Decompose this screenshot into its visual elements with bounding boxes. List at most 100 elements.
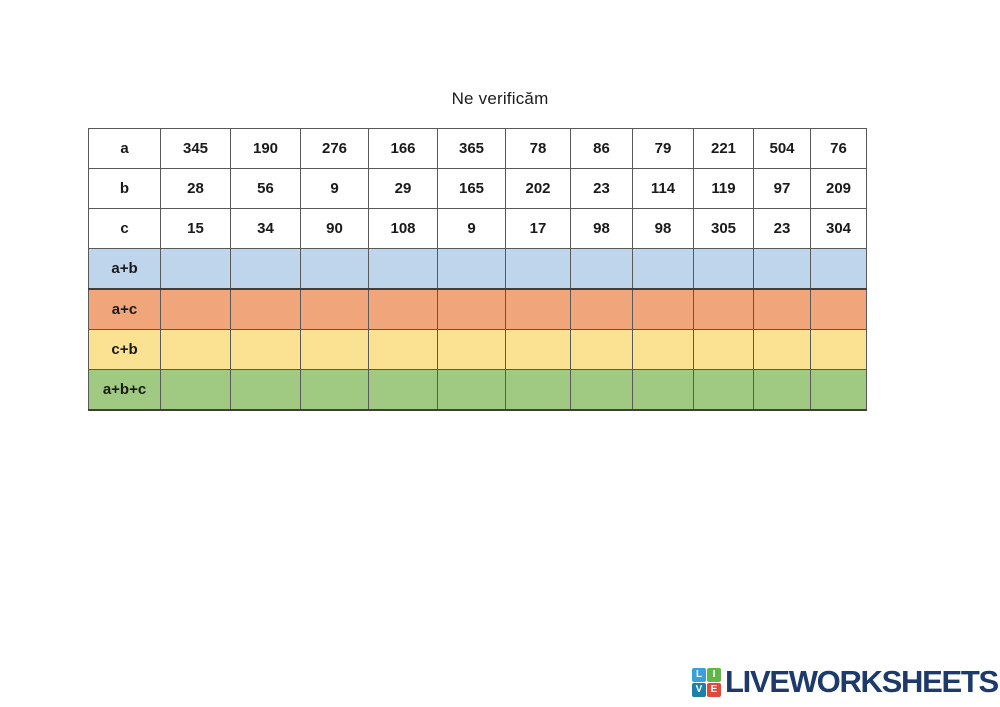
value-cell: 23	[753, 208, 811, 249]
liveworksheets-wordmark: LIVEWORKSHEETS	[725, 664, 999, 699]
answer-cell[interactable]	[368, 248, 438, 290]
row-label: a	[88, 128, 161, 169]
logo-square-l: L	[692, 667, 706, 682]
answer-cell[interactable]	[632, 329, 694, 370]
value-cell: 119	[693, 168, 754, 209]
answer-cell[interactable]	[230, 329, 301, 370]
table-row: a+b+c	[88, 369, 867, 411]
answer-cell[interactable]	[570, 329, 633, 370]
value-cell: 276	[300, 128, 369, 169]
value-cell: 190	[230, 128, 301, 169]
worksheet-table: a 345 190 276 166 365 78 86 79 221 504 76 b 28 56 9 29 16…	[88, 128, 867, 411]
answer-cell[interactable]	[570, 288, 633, 330]
value-cell: 28	[160, 168, 231, 209]
answer-cell[interactable]	[437, 288, 506, 330]
answer-cell[interactable]	[160, 288, 231, 330]
value-cell: 108	[368, 208, 438, 249]
row-label: a+b	[88, 248, 161, 290]
value-cell: 365	[437, 128, 506, 169]
value-cell: 15	[160, 208, 231, 249]
answer-cell[interactable]	[632, 369, 694, 411]
answer-cell[interactable]	[570, 248, 633, 290]
answer-cell[interactable]	[693, 248, 754, 290]
answer-cell[interactable]	[300, 329, 369, 370]
value-cell: 86	[570, 128, 633, 169]
answer-cell[interactable]	[753, 288, 811, 330]
logo-square-i: I	[707, 667, 721, 682]
answer-cell[interactable]	[753, 329, 811, 370]
answer-cell[interactable]	[368, 369, 438, 411]
table-row: a 345 190 276 166 365 78 86 79 221 504 76	[88, 128, 867, 169]
value-cell: 209	[810, 168, 867, 209]
answer-cell[interactable]	[570, 369, 633, 411]
value-cell: 504	[753, 128, 811, 169]
value-cell: 304	[810, 208, 867, 249]
value-cell: 221	[693, 128, 754, 169]
answer-cell[interactable]	[693, 288, 754, 330]
table-row: c+b	[88, 329, 867, 370]
row-label: c+b	[88, 329, 161, 370]
answer-cell[interactable]	[632, 288, 694, 330]
value-cell: 76	[810, 128, 867, 169]
answer-cell[interactable]	[505, 248, 571, 290]
answer-cell[interactable]	[230, 288, 301, 330]
answer-cell[interactable]	[632, 248, 694, 290]
value-cell: 166	[368, 128, 438, 169]
answer-cell[interactable]	[505, 288, 571, 330]
value-cell: 23	[570, 168, 633, 209]
table-row: b 28 56 9 29 165 202 23 114 119 97 209	[88, 168, 867, 209]
value-cell: 9	[300, 168, 369, 209]
answer-cell[interactable]	[505, 329, 571, 370]
row-label: a+c	[88, 288, 161, 330]
answer-cell[interactable]	[230, 369, 301, 411]
answer-cell[interactable]	[810, 288, 867, 330]
answer-cell[interactable]	[368, 288, 438, 330]
value-cell: 98	[632, 208, 694, 249]
table-row: a+b	[88, 248, 867, 290]
value-cell: 34	[230, 208, 301, 249]
answer-cell[interactable]	[300, 288, 369, 330]
page-title: Ne verificăm	[451, 89, 549, 108]
row-label: a+b+c	[88, 369, 161, 411]
answer-cell[interactable]	[368, 329, 438, 370]
value-cell: 345	[160, 128, 231, 169]
table-row: a+c	[88, 288, 867, 330]
value-cell: 165	[437, 168, 506, 209]
answer-cell[interactable]	[753, 369, 811, 411]
answer-cell[interactable]	[505, 369, 571, 411]
value-cell: 9	[437, 208, 506, 249]
answer-cell[interactable]	[753, 248, 811, 290]
answer-cell[interactable]	[437, 369, 506, 411]
row-label: b	[88, 168, 161, 209]
answer-cell[interactable]	[300, 369, 369, 411]
answer-cell[interactable]	[230, 248, 301, 290]
answer-cell[interactable]	[300, 248, 369, 290]
value-cell: 79	[632, 128, 694, 169]
answer-cell[interactable]	[810, 369, 867, 411]
answer-cell[interactable]	[160, 369, 231, 411]
value-cell: 114	[632, 168, 694, 209]
value-cell: 90	[300, 208, 369, 249]
value-cell: 17	[505, 208, 571, 249]
answer-cell[interactable]	[810, 329, 867, 370]
answer-cell[interactable]	[693, 329, 754, 370]
answer-cell[interactable]	[437, 248, 506, 290]
answer-cell[interactable]	[693, 369, 754, 411]
value-cell: 78	[505, 128, 571, 169]
logo-square-e: E	[707, 682, 721, 697]
value-cell: 202	[505, 168, 571, 209]
value-cell: 56	[230, 168, 301, 209]
answer-cell[interactable]	[810, 248, 867, 290]
logo-square-v: V	[692, 682, 706, 697]
value-cell: 97	[753, 168, 811, 209]
answer-cell[interactable]	[437, 329, 506, 370]
table-row: c 15 34 90 108 9 17 98 98 305 23 304	[88, 208, 867, 249]
value-cell: 29	[368, 168, 438, 209]
row-label: c	[88, 208, 161, 249]
answer-cell[interactable]	[160, 329, 231, 370]
value-cell: 98	[570, 208, 633, 249]
answer-cell[interactable]	[160, 248, 231, 290]
